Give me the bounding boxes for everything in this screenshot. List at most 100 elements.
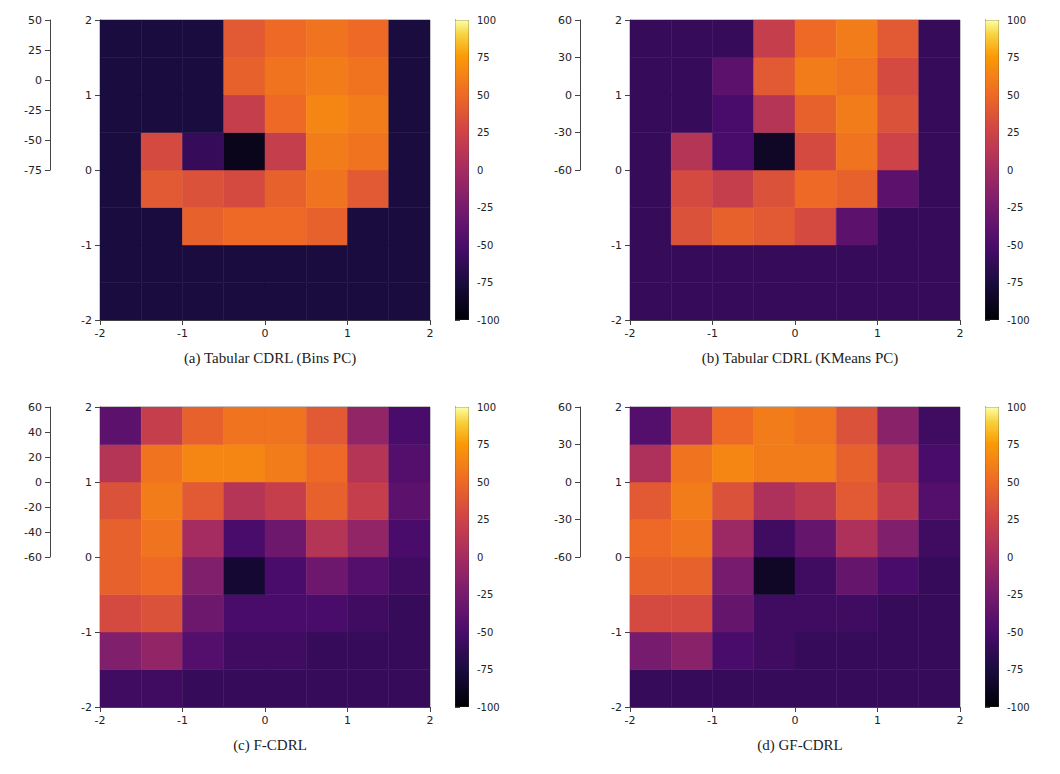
- svg-text:-25: -25: [477, 589, 493, 600]
- svg-text:(a) Tabular CDRL (Bins PC): (a) Tabular CDRL (Bins PC): [184, 350, 356, 367]
- svg-text:75: 75: [477, 439, 490, 450]
- svg-text:-30: -30: [554, 513, 572, 526]
- svg-text:-20: -20: [24, 501, 42, 514]
- svg-text:1: 1: [874, 714, 881, 727]
- svg-text:50: 50: [477, 477, 490, 488]
- svg-text:75: 75: [477, 52, 490, 63]
- svg-text:25: 25: [28, 44, 42, 57]
- svg-text:1: 1: [344, 714, 351, 727]
- svg-text:25: 25: [477, 514, 490, 525]
- svg-text:-75: -75: [1007, 277, 1023, 288]
- svg-text:1: 1: [344, 327, 351, 340]
- svg-text:75: 75: [1007, 439, 1020, 450]
- svg-text:-2: -2: [611, 701, 622, 714]
- svg-text:-100: -100: [477, 702, 500, 713]
- svg-text:100: 100: [477, 402, 496, 413]
- svg-text:-100: -100: [1007, 315, 1030, 326]
- svg-text:1: 1: [874, 327, 881, 340]
- svg-text:25: 25: [1007, 127, 1020, 138]
- svg-text:-30: -30: [554, 126, 572, 139]
- svg-text:2: 2: [615, 14, 622, 27]
- svg-text:0: 0: [477, 165, 483, 176]
- svg-text:-1: -1: [611, 239, 622, 252]
- svg-text:-1: -1: [707, 327, 718, 340]
- svg-text:100: 100: [1007, 402, 1026, 413]
- svg-text:1: 1: [615, 476, 622, 489]
- svg-text:2: 2: [427, 327, 434, 340]
- svg-text:-1: -1: [81, 626, 92, 639]
- svg-text:60: 60: [558, 14, 572, 27]
- svg-text:-1: -1: [611, 626, 622, 639]
- svg-text:0: 0: [615, 551, 622, 564]
- svg-text:-2: -2: [81, 314, 92, 327]
- svg-text:-75: -75: [24, 164, 42, 177]
- svg-text:30: 30: [558, 51, 572, 64]
- svg-text:-75: -75: [477, 664, 493, 675]
- svg-text:0: 0: [85, 164, 92, 177]
- svg-text:-1: -1: [81, 239, 92, 252]
- svg-text:0: 0: [1007, 552, 1013, 563]
- svg-text:-2: -2: [625, 327, 636, 340]
- svg-text:50: 50: [28, 14, 42, 27]
- svg-text:-50: -50: [477, 627, 493, 638]
- svg-text:-1: -1: [177, 327, 188, 340]
- svg-text:(b) Tabular CDRL (KMeans PC): (b) Tabular CDRL (KMeans PC): [702, 350, 898, 367]
- svg-text:-2: -2: [95, 714, 106, 727]
- svg-text:0: 0: [792, 714, 799, 727]
- svg-text:50: 50: [1007, 90, 1020, 101]
- svg-text:-25: -25: [1007, 202, 1023, 213]
- svg-text:30: 30: [558, 438, 572, 451]
- svg-text:25: 25: [477, 127, 490, 138]
- svg-text:-50: -50: [477, 240, 493, 251]
- svg-text:-1: -1: [177, 714, 188, 727]
- svg-text:-2: -2: [81, 701, 92, 714]
- svg-text:0: 0: [85, 551, 92, 564]
- svg-text:2: 2: [427, 714, 434, 727]
- svg-text:-25: -25: [1007, 589, 1023, 600]
- svg-text:-100: -100: [1007, 702, 1030, 713]
- svg-text:2: 2: [85, 14, 92, 27]
- svg-text:-50: -50: [1007, 627, 1023, 638]
- svg-text:-2: -2: [611, 314, 622, 327]
- svg-text:40: 40: [28, 426, 42, 439]
- svg-text:2: 2: [957, 714, 964, 727]
- svg-text:0: 0: [565, 89, 572, 102]
- svg-text:50: 50: [1007, 477, 1020, 488]
- svg-text:0: 0: [565, 476, 572, 489]
- svg-text:-50: -50: [1007, 240, 1023, 251]
- svg-text:75: 75: [1007, 52, 1020, 63]
- svg-text:1: 1: [615, 89, 622, 102]
- svg-text:0: 0: [477, 552, 483, 563]
- svg-text:0: 0: [792, 327, 799, 340]
- svg-text:-75: -75: [1007, 664, 1023, 675]
- svg-text:0: 0: [35, 74, 42, 87]
- svg-text:(d) GF-CDRL: (d) GF-CDRL: [757, 737, 842, 754]
- svg-text:-100: -100: [477, 315, 500, 326]
- svg-text:0: 0: [262, 327, 269, 340]
- svg-text:0: 0: [262, 714, 269, 727]
- svg-text:2: 2: [85, 401, 92, 414]
- svg-text:60: 60: [558, 401, 572, 414]
- svg-text:-60: -60: [24, 551, 42, 564]
- svg-text:0: 0: [1007, 165, 1013, 176]
- svg-text:-25: -25: [477, 202, 493, 213]
- svg-text:50: 50: [477, 90, 490, 101]
- svg-text:-75: -75: [477, 277, 493, 288]
- svg-text:1: 1: [85, 476, 92, 489]
- svg-text:25: 25: [1007, 514, 1020, 525]
- svg-text:-2: -2: [95, 327, 106, 340]
- svg-text:(c) F-CDRL: (c) F-CDRL: [233, 737, 307, 754]
- svg-text:2: 2: [615, 401, 622, 414]
- svg-text:-60: -60: [554, 164, 572, 177]
- svg-text:100: 100: [477, 15, 496, 26]
- svg-text:1: 1: [85, 89, 92, 102]
- svg-text:100: 100: [1007, 15, 1026, 26]
- svg-text:-50: -50: [24, 134, 42, 147]
- svg-text:-60: -60: [554, 551, 572, 564]
- svg-text:-25: -25: [24, 104, 42, 117]
- svg-text:0: 0: [615, 164, 622, 177]
- svg-text:2: 2: [957, 327, 964, 340]
- svg-text:20: 20: [28, 451, 42, 464]
- svg-text:-40: -40: [24, 526, 42, 539]
- svg-text:-1: -1: [707, 714, 718, 727]
